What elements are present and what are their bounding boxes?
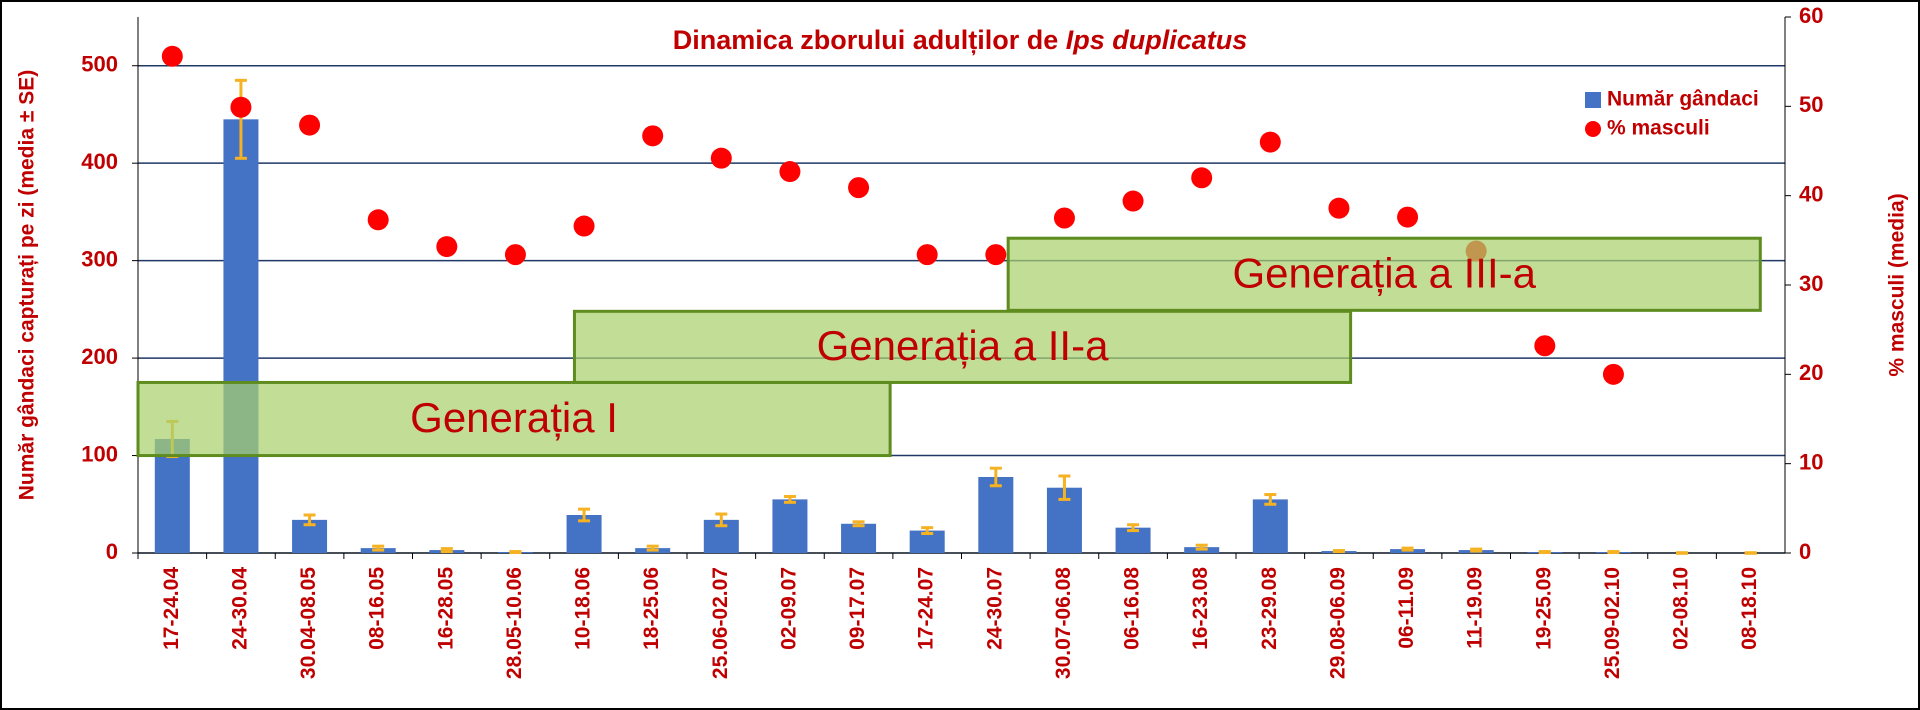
bar bbox=[841, 523, 877, 553]
point bbox=[710, 147, 732, 169]
point bbox=[367, 209, 389, 231]
point bbox=[230, 96, 252, 118]
annotation-box bbox=[1006, 236, 1762, 312]
x-tick-label: 28.05-10.06 bbox=[503, 567, 526, 679]
x-tick-label: 24-30.04 bbox=[228, 567, 251, 650]
x-tick-label: 08-16.05 bbox=[366, 567, 389, 650]
x-tick-label: 24-30.07 bbox=[983, 567, 1006, 650]
y-tick-label: 300 bbox=[81, 246, 118, 271]
point bbox=[642, 125, 664, 147]
x-tick-label: 30.07-06.08 bbox=[1052, 567, 1075, 679]
legend-swatch bbox=[1585, 121, 1601, 137]
point bbox=[436, 236, 458, 258]
y-tick-label: 0 bbox=[106, 539, 118, 564]
y2-tick-label: 0 bbox=[1799, 539, 1811, 564]
y-tick-label: 500 bbox=[81, 52, 118, 77]
bar bbox=[223, 119, 259, 553]
x-tick-label: 09-17.07 bbox=[846, 567, 869, 650]
x-tick-label: 25.09-02.10 bbox=[1601, 567, 1624, 679]
annotation-box bbox=[136, 380, 892, 458]
x-tick-label: 17-24.04 bbox=[160, 567, 183, 650]
annotation: Generația a II-a bbox=[817, 322, 1109, 369]
point bbox=[985, 244, 1007, 266]
x-tick-label: 19-25.09 bbox=[1532, 567, 1555, 650]
point bbox=[573, 215, 595, 237]
y2-tick-label: 30 bbox=[1799, 271, 1823, 296]
x-tick-label: 11-19.09 bbox=[1464, 567, 1487, 649]
point bbox=[1602, 363, 1624, 385]
x-tick-label: 17-24.07 bbox=[915, 567, 938, 650]
y2-tick-label: 20 bbox=[1799, 360, 1823, 385]
point bbox=[916, 244, 938, 266]
annotation: Generația a III-a bbox=[1232, 249, 1536, 296]
legend-label: % masculi bbox=[1607, 117, 1710, 140]
x-tick-label: 25.06-02.07 bbox=[709, 567, 732, 679]
x-tick-label: 16-23.08 bbox=[1189, 567, 1212, 650]
point bbox=[1534, 335, 1556, 357]
chart-title: Dinamica zborului adulților de Ips dupli… bbox=[673, 25, 1248, 55]
x-tick-label: 06-11.09 bbox=[1395, 567, 1418, 649]
annotation: Generația I bbox=[410, 394, 618, 441]
x-tick-label: 23-29.08 bbox=[1258, 567, 1281, 650]
bar bbox=[909, 530, 945, 553]
y-axis-label: Număr gândaci capturați pe zi (media ± S… bbox=[16, 70, 39, 500]
title-part: Ips duplicatus bbox=[1066, 25, 1248, 55]
y2-axis-label: % masculi (media) bbox=[1886, 193, 1909, 376]
x-tick-label: 18-25.06 bbox=[640, 567, 663, 650]
x-tick-label: 02-09.07 bbox=[777, 567, 800, 650]
point bbox=[504, 244, 526, 266]
y-tick-label: 400 bbox=[81, 149, 118, 174]
point bbox=[1053, 207, 1075, 229]
point bbox=[299, 114, 321, 136]
point bbox=[1259, 131, 1281, 153]
y-tick-label: 100 bbox=[81, 441, 118, 466]
x-tick-label: 10-18.06 bbox=[572, 567, 595, 650]
x-tick-label: 02-08.10 bbox=[1670, 567, 1693, 650]
title-part: Dinamica zborului adulților de bbox=[673, 25, 1066, 55]
point bbox=[1191, 167, 1213, 189]
x-tick-label: 06-16.08 bbox=[1121, 567, 1144, 650]
legend-swatch bbox=[1585, 92, 1601, 108]
y2-tick-label: 50 bbox=[1799, 92, 1823, 117]
bar bbox=[772, 499, 808, 553]
x-tick-label: 08-18.10 bbox=[1738, 567, 1761, 650]
point bbox=[848, 177, 870, 199]
bar bbox=[1252, 499, 1288, 553]
annotation-box bbox=[572, 309, 1353, 384]
y2-tick-label: 40 bbox=[1799, 181, 1823, 206]
point bbox=[1397, 206, 1419, 228]
x-tick-label: 30.04-08.05 bbox=[297, 567, 320, 679]
x-tick-label: 29.08-06.09 bbox=[1326, 567, 1349, 679]
bar bbox=[978, 476, 1014, 553]
legend-label: Număr gândaci bbox=[1607, 88, 1759, 111]
point bbox=[1328, 197, 1350, 219]
point bbox=[1122, 190, 1144, 212]
point bbox=[161, 45, 183, 67]
y-tick-label: 200 bbox=[81, 344, 118, 369]
y2-tick-label: 60 bbox=[1799, 3, 1823, 28]
point bbox=[779, 161, 801, 183]
x-tick-label: 16-28.05 bbox=[434, 567, 457, 650]
y2-tick-label: 10 bbox=[1799, 449, 1823, 474]
